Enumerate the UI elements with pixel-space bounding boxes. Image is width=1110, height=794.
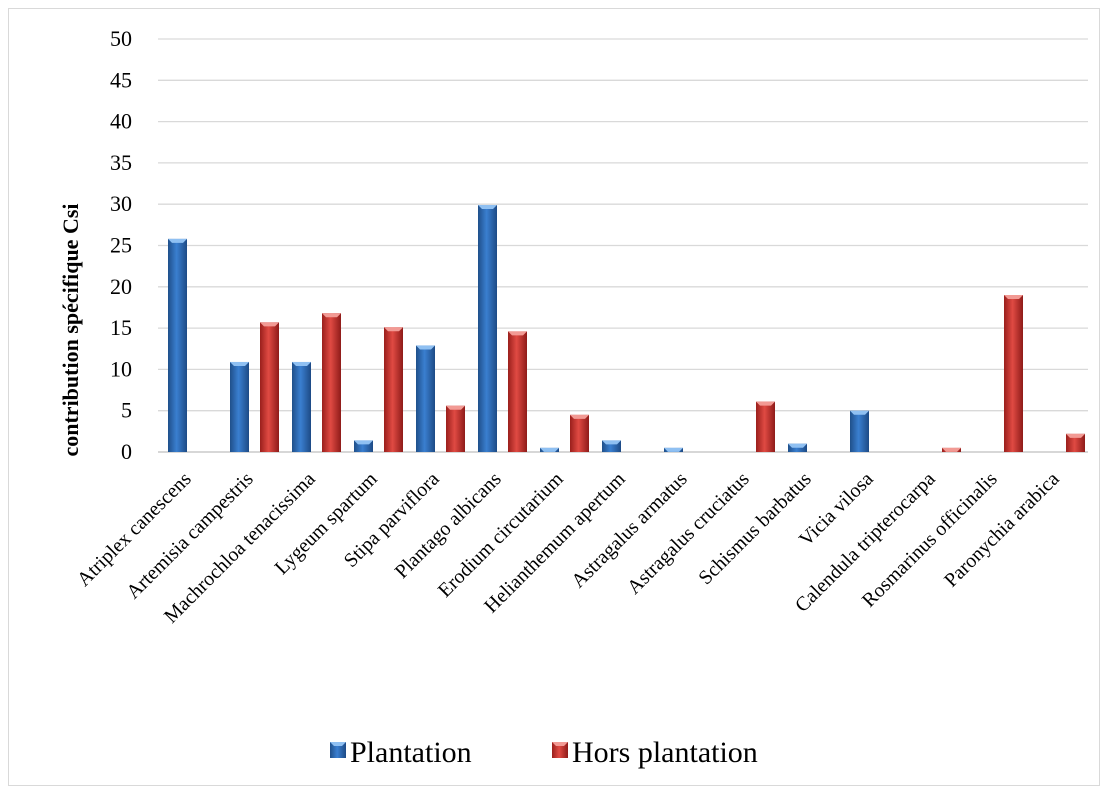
bar-cap	[508, 331, 527, 336]
bar-hors-plantation	[384, 327, 403, 452]
bar-plantation	[354, 440, 373, 452]
legend-label: Hors plantation	[572, 736, 758, 769]
bar-cap	[168, 238, 187, 243]
legend-swatch-cap	[552, 742, 568, 746]
bar-plantation	[850, 410, 869, 452]
bar-hors-plantation	[1004, 295, 1023, 452]
bar-hors-plantation	[1066, 433, 1085, 452]
bar-cap	[260, 322, 279, 327]
x-category-label: Astragalus armatus	[567, 468, 691, 592]
bar-cap	[756, 401, 775, 406]
y-tick-label: 25	[110, 233, 132, 258]
x-category-label: Paronychia arabica	[940, 468, 1064, 592]
y-tick-label: 5	[121, 398, 132, 423]
y-tick-label: 10	[110, 356, 132, 381]
bar-cap	[446, 405, 465, 410]
chart-frame	[8, 8, 1100, 786]
bar-cap	[1004, 295, 1023, 300]
bar-plantation	[292, 361, 311, 452]
bar-cap	[292, 361, 311, 366]
bar-cap	[478, 205, 497, 210]
bar-hors-plantation	[446, 405, 465, 452]
bar-plantation	[788, 443, 807, 452]
x-category-label: Atriplex canescens	[73, 468, 196, 591]
bars	[168, 205, 1085, 452]
y-tick-label: 50	[110, 26, 132, 51]
legend-label: Plantation	[350, 736, 472, 769]
bar-hors-plantation	[756, 401, 775, 452]
bar-plantation	[602, 440, 621, 452]
y-tick-label: 30	[110, 191, 132, 216]
bar-cap	[230, 361, 249, 366]
y-tick-label: 35	[110, 150, 132, 175]
bar-hors-plantation	[322, 313, 341, 452]
legend: Plantation Hors plantation	[330, 736, 758, 769]
bar-plantation	[168, 238, 187, 452]
bar-cap	[850, 410, 869, 415]
x-category-label: Plantago albicans	[391, 468, 506, 583]
y-tick-label: 20	[110, 274, 132, 299]
bar-hors-plantation	[260, 322, 279, 452]
bar-plantation	[416, 345, 435, 452]
y-axis-title: contribution spécifique Csi	[58, 203, 83, 456]
x-category-label: Schismus barbatus	[694, 468, 815, 589]
bar-cap	[540, 447, 559, 452]
y-tick-label: 45	[110, 67, 132, 92]
bar-cap	[322, 313, 341, 318]
y-tick-label: 0	[121, 439, 132, 464]
bar-plantation	[478, 205, 497, 452]
bar-plantation	[230, 361, 249, 452]
bar-cap	[354, 440, 373, 445]
bar-hors-plantation	[570, 414, 589, 452]
bar-cap	[384, 327, 403, 332]
y-tick-label: 40	[110, 109, 132, 134]
legend-swatch-cap	[330, 742, 346, 746]
bar-cap	[570, 414, 589, 419]
bar-cap	[416, 345, 435, 350]
y-tick-labels: 0 5 10 15 20 25 30 35 40 45 50	[110, 26, 132, 464]
bar-cap	[788, 443, 807, 448]
y-tick-label: 15	[110, 315, 132, 340]
bar-cap	[664, 447, 683, 452]
gridlines	[158, 38, 1088, 453]
bar-cap	[602, 440, 621, 445]
bar-cap	[1066, 433, 1085, 438]
bar-hors-plantation	[508, 331, 527, 452]
bar-cap	[942, 447, 961, 452]
